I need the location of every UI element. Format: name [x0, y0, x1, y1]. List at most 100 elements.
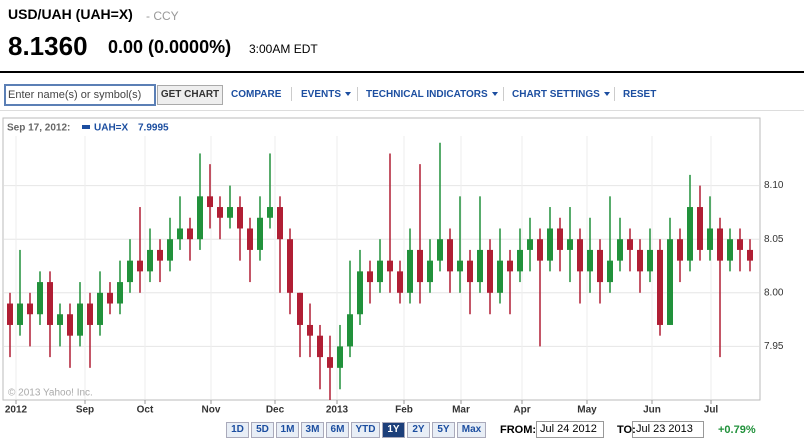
candle-body [377, 260, 383, 283]
range-button[interactable]: YTD [351, 422, 380, 438]
from-input[interactable]: Jul 24 2012 [536, 421, 604, 438]
candle-body [437, 239, 443, 261]
legend-date: Sep 17, 2012: [7, 123, 70, 134]
candle-body [287, 239, 293, 293]
range-button[interactable]: 2Y [407, 422, 430, 438]
candle-body [447, 239, 453, 272]
candle-body [707, 228, 713, 250]
candle-body [107, 292, 113, 304]
candle-body [167, 239, 173, 261]
candle-body [317, 335, 323, 358]
range-button[interactable]: 5Y [432, 422, 455, 438]
candle-body [327, 357, 333, 368]
x-tick-label: Nov [202, 405, 221, 416]
candle-body [407, 249, 413, 293]
candle-body [277, 207, 283, 240]
candle-body [427, 260, 433, 283]
compare-link[interactable]: COMPARE [231, 89, 282, 100]
events-menu[interactable]: EVENTS [301, 89, 351, 100]
x-tick-label: 2013 [326, 405, 349, 416]
candle-body [357, 271, 363, 315]
get-chart-button[interactable]: GET CHART [157, 85, 223, 105]
candle-body [77, 303, 83, 336]
settings-menu[interactable]: CHART SETTINGS [512, 89, 610, 100]
candle-body [647, 249, 653, 272]
range-button[interactable]: 1M [276, 422, 299, 438]
candle-body [477, 249, 483, 283]
divider [0, 71, 804, 73]
candle-body [627, 239, 633, 250]
candle-body [247, 228, 253, 250]
candle-body [687, 207, 693, 261]
x-tick-label: Mar [452, 405, 470, 416]
from-label: FROM: [500, 424, 537, 436]
x-tick-label: May [577, 405, 597, 416]
candle-body [697, 207, 703, 250]
candle-body [57, 314, 63, 325]
candle-body [547, 228, 553, 261]
divider [0, 110, 804, 111]
indicators-menu[interactable]: TECHNICAL INDICATORS [366, 89, 498, 100]
candle-body [637, 249, 643, 272]
x-tick-label: Sep [76, 405, 94, 416]
to-label: TO: [617, 424, 636, 436]
chart: Sep 17, 2012: UAH=X 7.9995 © 2013 Yahoo!… [2, 117, 784, 416]
range-button[interactable]: 5D [251, 422, 274, 438]
quote-title: USD/UAH (UAH=X) [8, 6, 133, 22]
candle-body [527, 239, 533, 250]
y-tick-label: 8.10 [764, 180, 784, 191]
candle-body [187, 228, 193, 240]
symbol-input[interactable]: Enter name(s) or symbol(s) [4, 84, 156, 106]
candle-body [677, 239, 683, 261]
candle-body [607, 260, 613, 283]
candle-body [177, 228, 183, 240]
separator [291, 87, 292, 101]
separator [503, 87, 504, 101]
candle-body [157, 249, 163, 261]
candle-body [47, 282, 53, 325]
period-change: +0.79% [718, 424, 756, 436]
candle-body [87, 303, 93, 325]
candle-body [717, 228, 723, 261]
quote-time: 3:00AM EDT [249, 42, 318, 56]
candle-body [597, 249, 603, 283]
x-tick-label: 2012 [5, 405, 28, 416]
candle-body [227, 207, 233, 218]
range-button[interactable]: 1D [226, 422, 249, 438]
y-tick-label: 8.05 [764, 234, 784, 245]
candle-body [727, 239, 733, 261]
x-tick-label: Oct [137, 405, 154, 416]
candle-body [567, 239, 573, 250]
x-tick-label: Jun [643, 405, 661, 416]
plot-frame [2, 117, 761, 401]
candle-body [737, 239, 743, 250]
candle-body [367, 271, 373, 283]
x-tick-label: Feb [395, 405, 413, 416]
candle-body [347, 314, 353, 347]
candle-body [617, 239, 623, 261]
candle-body [267, 207, 273, 218]
candle-body [577, 239, 583, 272]
separator [614, 87, 615, 101]
watermark: © 2013 Yahoo! Inc. [8, 388, 93, 399]
candle-body [307, 324, 313, 336]
reset-link[interactable]: RESET [623, 89, 657, 100]
candle-body [517, 249, 523, 272]
candle-body [17, 303, 23, 325]
candle-body [487, 249, 493, 293]
candle-body [467, 260, 473, 283]
x-tick-label: Jul [704, 405, 719, 416]
legend-value: 7.9995 [138, 123, 169, 134]
candle-body [397, 271, 403, 293]
range-button[interactable]: 6M [326, 422, 349, 438]
candle-body [217, 207, 223, 218]
candle-body [337, 346, 343, 368]
to-input[interactable]: Jul 23 2013 [632, 421, 704, 438]
y-tick-label: 8.00 [764, 287, 784, 298]
price: 8.1360 [8, 31, 88, 61]
candle-body [747, 249, 753, 261]
range-button[interactable]: 3M [301, 422, 324, 438]
range-button[interactable]: 1Y [382, 422, 405, 438]
candle-body [457, 260, 463, 272]
range-button[interactable]: Max [457, 422, 486, 438]
